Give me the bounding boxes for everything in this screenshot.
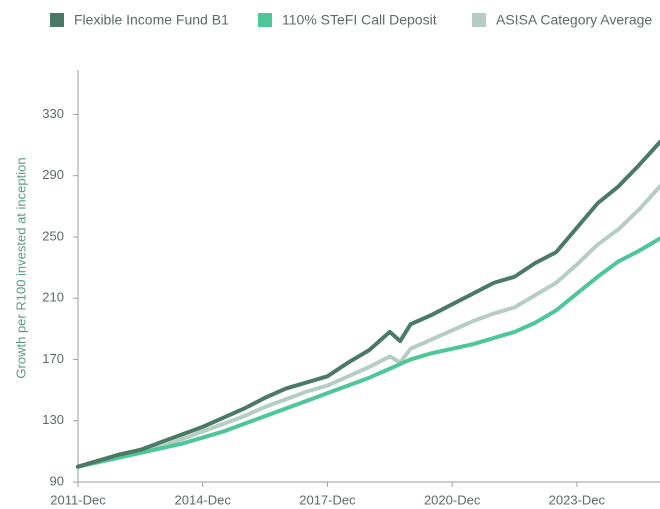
legend-label: 110% STeFI Call Deposit [282,12,437,28]
x-tick-label: 2017-Dec [299,492,356,507]
y-tick-label: 330 [42,106,64,121]
legend-swatch [472,13,486,27]
y-tick-label: 250 [42,228,64,243]
y-tick-label: 130 [42,412,64,427]
x-tick-label: 2020-Dec [424,492,481,507]
series-line [76,236,660,469]
y-tick-label: 210 [42,290,64,305]
series-line [76,184,660,469]
y-tick-label: 90 [50,473,64,488]
legend-label: ASISA Category Average [496,12,652,28]
y-axis-title: Growth per R100 invested at inception [13,157,28,378]
legend-swatch [50,13,64,27]
series-line [76,139,660,469]
legend-label: Flexible Income Fund B1 [74,12,229,28]
y-tick-label: 290 [42,167,64,182]
legend-swatch [258,13,272,27]
x-tick-label: 2023-Dec [549,492,606,507]
y-tick-label: 170 [42,351,64,366]
x-tick-label: 2011-Dec [50,492,106,507]
x-tick-label: 2014-Dec [175,492,232,507]
